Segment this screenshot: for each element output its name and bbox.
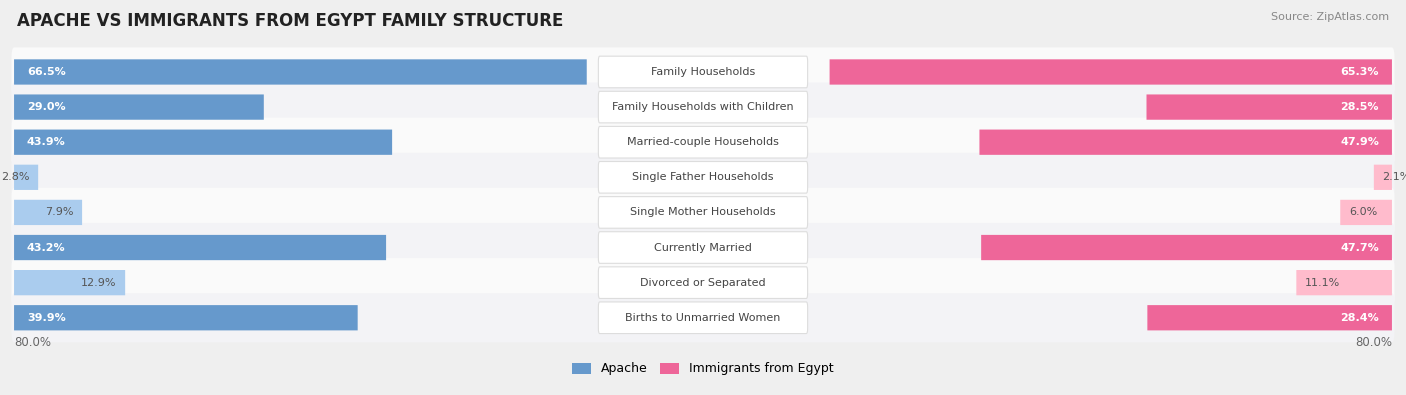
Text: 12.9%: 12.9% [82, 278, 117, 288]
FancyBboxPatch shape [14, 165, 38, 190]
Text: 65.3%: 65.3% [1340, 67, 1379, 77]
Text: 47.7%: 47.7% [1340, 243, 1379, 252]
Text: Divorced or Separated: Divorced or Separated [640, 278, 766, 288]
Text: Single Father Households: Single Father Households [633, 172, 773, 182]
Text: 28.5%: 28.5% [1340, 102, 1379, 112]
Text: 80.0%: 80.0% [14, 336, 51, 349]
Text: 80.0%: 80.0% [1355, 336, 1392, 349]
Text: APACHE VS IMMIGRANTS FROM EGYPT FAMILY STRUCTURE: APACHE VS IMMIGRANTS FROM EGYPT FAMILY S… [17, 12, 564, 30]
FancyBboxPatch shape [1374, 165, 1392, 190]
Legend: Apache, Immigrants from Egypt: Apache, Immigrants from Egypt [567, 357, 839, 380]
FancyBboxPatch shape [14, 200, 82, 225]
FancyBboxPatch shape [1296, 270, 1392, 295]
Text: 6.0%: 6.0% [1348, 207, 1376, 217]
FancyBboxPatch shape [599, 126, 807, 158]
Text: Births to Unmarried Women: Births to Unmarried Women [626, 313, 780, 323]
Text: 39.9%: 39.9% [27, 313, 66, 323]
FancyBboxPatch shape [14, 270, 125, 295]
FancyBboxPatch shape [599, 267, 807, 299]
Text: 66.5%: 66.5% [27, 67, 66, 77]
FancyBboxPatch shape [14, 94, 264, 120]
FancyBboxPatch shape [1147, 305, 1392, 330]
FancyBboxPatch shape [830, 59, 1392, 85]
Text: 43.2%: 43.2% [27, 243, 66, 252]
Text: 11.1%: 11.1% [1305, 278, 1340, 288]
FancyBboxPatch shape [599, 302, 807, 333]
FancyBboxPatch shape [14, 59, 586, 85]
FancyBboxPatch shape [980, 130, 1392, 155]
FancyBboxPatch shape [14, 235, 387, 260]
Text: 2.8%: 2.8% [1, 172, 30, 182]
FancyBboxPatch shape [11, 223, 1395, 272]
Text: Married-couple Households: Married-couple Households [627, 137, 779, 147]
FancyBboxPatch shape [1340, 200, 1392, 225]
FancyBboxPatch shape [11, 118, 1395, 167]
FancyBboxPatch shape [14, 305, 357, 330]
Text: 28.4%: 28.4% [1340, 313, 1379, 323]
FancyBboxPatch shape [11, 47, 1395, 96]
Text: 7.9%: 7.9% [45, 207, 73, 217]
FancyBboxPatch shape [11, 258, 1395, 307]
FancyBboxPatch shape [14, 130, 392, 155]
Text: Single Mother Households: Single Mother Households [630, 207, 776, 217]
FancyBboxPatch shape [11, 83, 1395, 132]
Text: 43.9%: 43.9% [27, 137, 66, 147]
FancyBboxPatch shape [599, 232, 807, 263]
FancyBboxPatch shape [599, 162, 807, 193]
FancyBboxPatch shape [11, 293, 1395, 342]
Text: Source: ZipAtlas.com: Source: ZipAtlas.com [1271, 12, 1389, 22]
Text: Currently Married: Currently Married [654, 243, 752, 252]
FancyBboxPatch shape [11, 153, 1395, 202]
Text: 29.0%: 29.0% [27, 102, 66, 112]
Text: 2.1%: 2.1% [1382, 172, 1406, 182]
FancyBboxPatch shape [981, 235, 1392, 260]
FancyBboxPatch shape [1146, 94, 1392, 120]
FancyBboxPatch shape [599, 197, 807, 228]
Text: Family Households: Family Households [651, 67, 755, 77]
FancyBboxPatch shape [599, 91, 807, 123]
Text: Family Households with Children: Family Households with Children [612, 102, 794, 112]
Text: 47.9%: 47.9% [1340, 137, 1379, 147]
FancyBboxPatch shape [599, 56, 807, 88]
FancyBboxPatch shape [11, 188, 1395, 237]
